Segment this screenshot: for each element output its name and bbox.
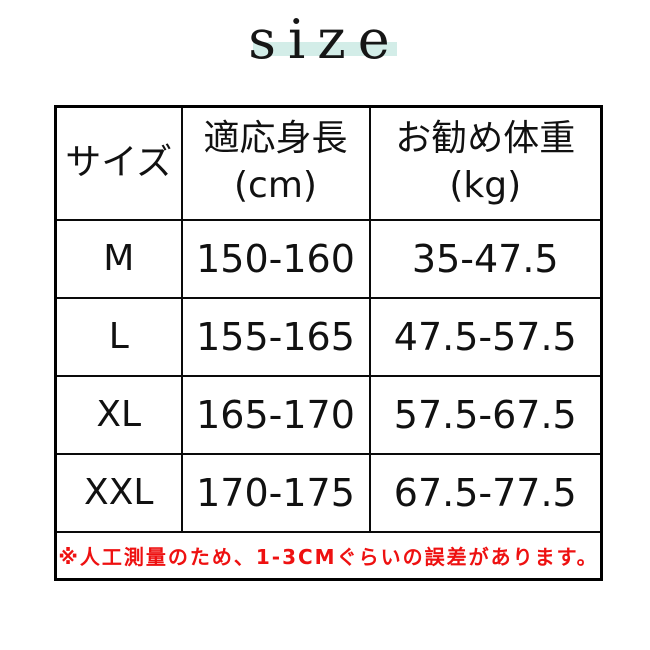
weight-range-value: 47.5-57.5 [368, 296, 603, 377]
size-value: XXL [54, 452, 183, 533]
column-header-height: 適応身長 (cm) [180, 105, 371, 221]
height-range-value: 170-175 [180, 452, 371, 533]
column-header-size: サイズ [54, 105, 183, 221]
measurement-disclaimer-note: ※人工測量のため、1-3CMぐらいの誤差があります。 [54, 530, 603, 581]
table-row-xxl: XXL 170-175 67.5-77.5 [54, 452, 603, 533]
column-header-weight-unit: (kg) [449, 165, 522, 207]
size-value: L [54, 296, 183, 377]
height-range-value: 150-160 [180, 218, 371, 299]
size-value: M [54, 218, 183, 299]
column-header-weight-label: お勧め体重 [395, 118, 576, 160]
table-row-xl: XL 165-170 57.5-67.5 [54, 374, 603, 455]
weight-range-value: 35-47.5 [368, 218, 603, 299]
column-header-height-unit: (cm) [234, 165, 317, 207]
weight-range-value: 57.5-67.5 [368, 374, 603, 455]
height-range-value: 155-165 [180, 296, 371, 377]
table-header-row: サイズ 適応身長 (cm) お勧め体重 (kg) [54, 105, 603, 221]
column-header-size-label: サイズ [65, 141, 173, 183]
table-note-row: ※人工測量のため、1-3CMぐらいの誤差があります。 [54, 530, 603, 581]
table-row-l: L 155-165 47.5-57.5 [54, 296, 603, 377]
column-header-weight: お勧め体重 (kg) [368, 105, 603, 221]
size-table: サイズ 適応身長 (cm) お勧め体重 (kg) M 150-160 35-47… [54, 105, 603, 581]
size-value: XL [54, 374, 183, 455]
title-section: size [0, 0, 650, 95]
table-row-m: M 150-160 35-47.5 [54, 218, 603, 299]
weight-range-value: 67.5-77.5 [368, 452, 603, 533]
title-highlight-band [253, 42, 397, 56]
height-range-value: 165-170 [180, 374, 371, 455]
page-title: size [248, 8, 402, 71]
column-header-height-label: 適応身長 [203, 118, 348, 160]
